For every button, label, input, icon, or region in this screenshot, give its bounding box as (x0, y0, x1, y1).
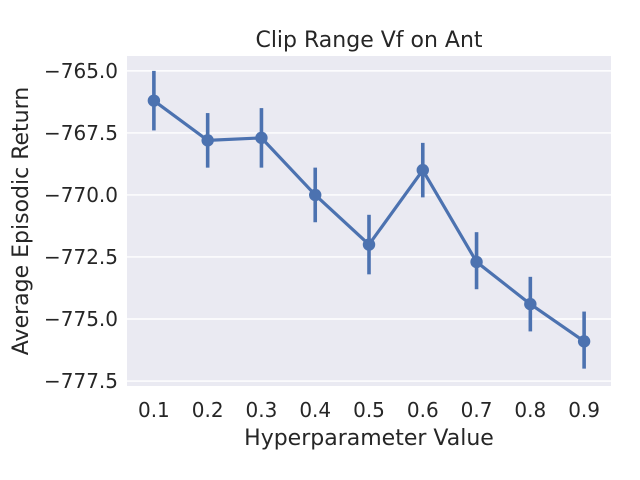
x-tick-label: 0.9 (568, 398, 600, 422)
data-point (255, 131, 268, 145)
y-tick-label: −767.5 (44, 121, 118, 145)
data-point (416, 163, 429, 177)
data-point (201, 134, 214, 147)
y-tick-label: −772.5 (44, 245, 118, 269)
y-tick-label: −777.5 (44, 369, 118, 393)
data-point (309, 188, 322, 202)
x-tick-label: 0.5 (353, 398, 385, 422)
data-point (147, 94, 161, 107)
x-tick-labels: 0.1 0.2 0.3 0.4 0.5 0.6 0.7 0.8 0.9 (138, 398, 600, 422)
x-tick-label: 0.3 (246, 398, 278, 422)
x-axis-label: Hyperparameter Value (244, 426, 494, 451)
data-points (147, 94, 591, 348)
x-tick-label: 0.6 (407, 398, 439, 422)
y-tick-label: −770.0 (44, 183, 118, 207)
y-tick-label: −765.0 (44, 59, 118, 83)
y-tick-labels: −765.0 −767.5 −770.0 −772.5 −775.0 −777.5 (44, 59, 118, 393)
x-tick-label: 0.8 (514, 398, 546, 422)
chart-title: Clip Range Vf on Ant (255, 28, 482, 53)
y-axis-label: Average Episodic Return (9, 87, 34, 355)
x-tick-label: 0.2 (192, 398, 224, 422)
data-point (470, 255, 483, 269)
data-point (362, 238, 376, 251)
data-point (524, 297, 537, 311)
y-tick-label: −775.0 (44, 307, 118, 331)
x-tick-label: 0.4 (299, 398, 331, 422)
x-tick-label: 0.7 (461, 398, 493, 422)
x-tick-label: 0.1 (138, 398, 170, 422)
data-point (577, 335, 591, 348)
